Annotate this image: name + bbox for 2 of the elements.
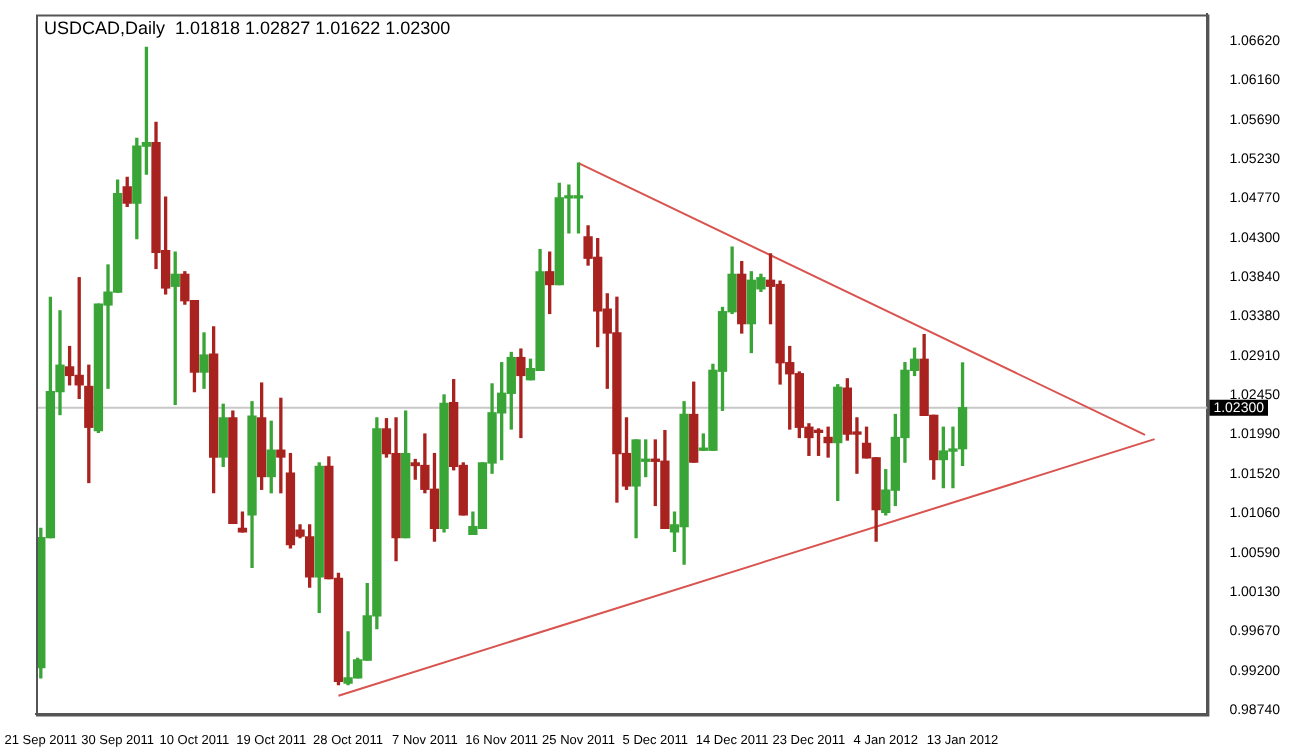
chart-title: USDCAD,Daily 1.01818 1.02827 1.01622 1.02300 bbox=[44, 18, 451, 39]
candlestick bbox=[516, 348, 526, 439]
